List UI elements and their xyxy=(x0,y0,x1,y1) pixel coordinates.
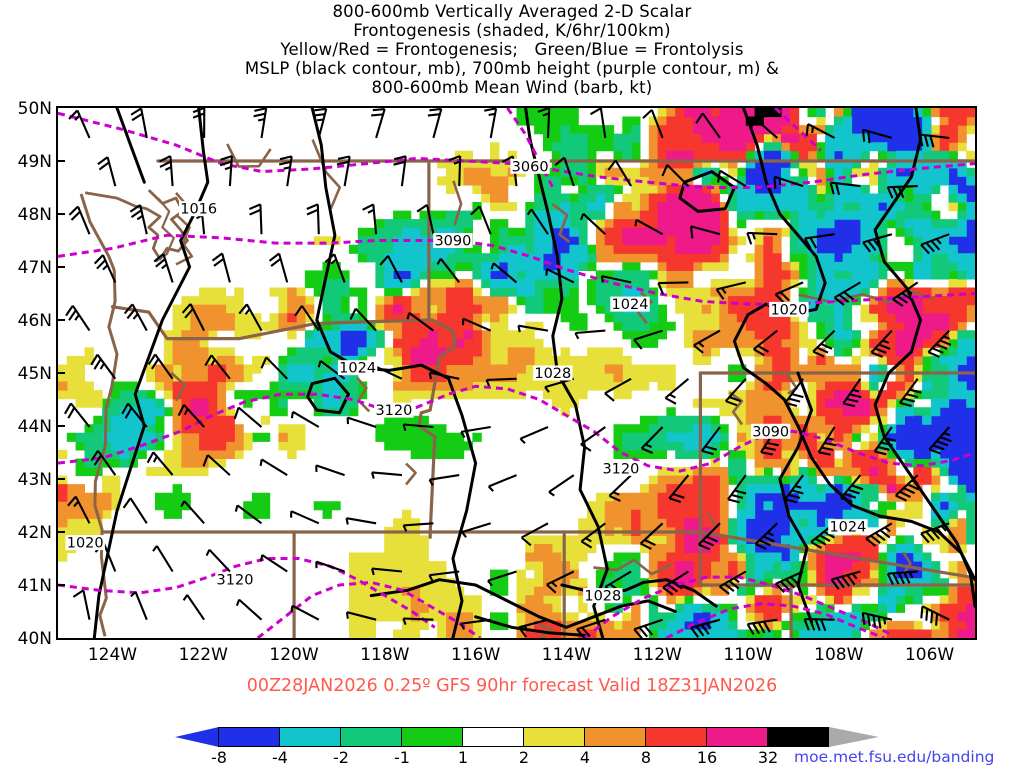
colorbar-tick-1: 1 xyxy=(457,748,469,767)
contour-labels: 1016 1024 1028 1024 1020 1020 1024 1028 3060 3090… xyxy=(65,158,868,605)
weather-map-svg: 1016 1024 1028 1024 1020 1020 1024 1028 3060 3090… xyxy=(58,108,975,638)
colorbar-swatch-yellow[interactable] xyxy=(523,727,585,747)
svg-text:1024: 1024 xyxy=(829,520,866,536)
lat-tick-mark xyxy=(56,160,65,162)
svg-text:3120: 3120 xyxy=(375,403,412,419)
lat-tick-50N: 50N xyxy=(17,99,52,119)
lat-tick-mark xyxy=(56,531,65,533)
svg-text:1020: 1020 xyxy=(67,536,104,552)
svg-text:1020: 1020 xyxy=(770,302,807,318)
colorbar-tick-4: 4 xyxy=(579,748,591,767)
lon-tick-108W: 108W xyxy=(814,645,864,665)
colorbar-swatch-white[interactable] xyxy=(462,727,524,747)
lat-tick-49N: 49N xyxy=(17,152,52,172)
lat-tick-mark xyxy=(56,266,65,268)
lat-tick-41N: 41N xyxy=(17,576,52,596)
svg-text:3090: 3090 xyxy=(434,234,471,250)
colorbar-swatch-cyan[interactable] xyxy=(279,727,341,747)
forecast-caption: 00Z28JAN2026 0.25º GFS 90hr forecast Val… xyxy=(246,676,778,696)
lon-tick-110W: 110W xyxy=(723,645,773,665)
lon-tick-116W: 116W xyxy=(451,645,501,665)
colorbar-swatch-black[interactable] xyxy=(767,727,829,747)
chart-title-block: 800-600mb Vertically Averaged 2-D Scalar… xyxy=(0,2,1024,97)
lon-tick-124W: 124W xyxy=(87,645,138,665)
lon-tick-120W: 120W xyxy=(269,645,319,665)
colorbar-tick-16: 16 xyxy=(696,748,718,767)
svg-text:3060: 3060 xyxy=(512,159,549,175)
colorbar-tick-32: 32 xyxy=(757,748,779,767)
state-borders xyxy=(79,139,975,638)
colorbar-tick--2: -2 xyxy=(333,748,349,767)
lat-tick-mark xyxy=(56,213,65,215)
colorbar-swatch-green[interactable] xyxy=(401,727,463,747)
colorbar-tick--1: -1 xyxy=(394,748,410,767)
wind-barbs xyxy=(63,108,952,638)
attribution-text: moe.met.fsu.edu/banding xyxy=(794,748,995,766)
colorbar-tick-labels: -8 -4 -2 -1 1 2 4 8 16 32 xyxy=(175,747,847,769)
svg-text:1024: 1024 xyxy=(612,297,649,313)
svg-text:3090: 3090 xyxy=(752,424,789,440)
colorbar-tick--8: -8 xyxy=(211,748,227,767)
lat-tick-mark xyxy=(56,584,65,586)
map-plot-area[interactable]: 1016 1024 1028 1024 1020 1020 1024 1028 3060 3090… xyxy=(56,106,977,640)
lat-tick-43N: 43N xyxy=(17,470,52,490)
lat-tick-mark xyxy=(56,478,65,480)
title-line-2: Frontogenesis (shaded, K/6hr/100km) xyxy=(353,21,671,40)
lat-tick-mark xyxy=(56,425,65,427)
colorbar-tick-2: 2 xyxy=(518,748,530,767)
lat-tick-40N: 40N xyxy=(17,629,52,649)
colorbar[interactable]: -8 -4 -2 -1 1 2 4 8 16 32 xyxy=(175,727,879,767)
title-line-1: 800-600mb Vertically Averaged 2-D Scalar xyxy=(332,2,692,21)
lat-tick-48N: 48N xyxy=(17,205,52,225)
lat-tick-44N: 44N xyxy=(17,417,52,437)
svg-text:3120: 3120 xyxy=(602,461,639,477)
lat-tick-42N: 42N xyxy=(17,523,52,543)
colorbar-swatch-blue[interactable] xyxy=(218,727,280,747)
lon-tick-122W: 122W xyxy=(178,645,228,665)
lon-tick-112W: 112W xyxy=(632,645,682,665)
lon-tick-106W: 106W xyxy=(904,645,955,665)
title-line-5: 800-600mb Mean Wind (barb, kt) xyxy=(371,78,653,97)
lat-tick-46N: 46N xyxy=(17,311,52,331)
mslp-contours xyxy=(92,108,975,638)
colorbar-swatch-red[interactable] xyxy=(645,727,707,747)
lat-tick-mark xyxy=(56,372,65,374)
title-line-4: MSLP (black contour, mb), 700mb height (… xyxy=(244,59,780,78)
colorbar-tick-8: 8 xyxy=(640,748,652,767)
lon-tick-118W: 118W xyxy=(360,645,410,665)
svg-text:1024: 1024 xyxy=(339,361,376,377)
svg-text:1028: 1028 xyxy=(584,589,621,605)
height-contours xyxy=(58,108,975,638)
colorbar-swatches xyxy=(175,727,879,747)
colorbar-left-arrow xyxy=(175,727,219,747)
colorbar-right-arrow xyxy=(829,727,879,747)
colorbar-swatch-orange[interactable] xyxy=(584,727,646,747)
colorbar-tick--4: -4 xyxy=(272,748,288,767)
lat-tick-45N: 45N xyxy=(17,364,52,384)
lat-tick-mark xyxy=(56,319,65,321)
lat-tick-47N: 47N xyxy=(17,258,52,278)
svg-text:3120: 3120 xyxy=(217,573,254,589)
title-line-3: Yellow/Red = Frontogenesis; Green/Blue =… xyxy=(280,40,744,59)
svg-text:1028: 1028 xyxy=(534,366,571,382)
svg-text:1016: 1016 xyxy=(180,202,217,218)
lon-tick-114W: 114W xyxy=(541,645,592,665)
colorbar-swatch-magenta[interactable] xyxy=(706,727,768,747)
colorbar-swatch-spring-green[interactable] xyxy=(340,727,402,747)
